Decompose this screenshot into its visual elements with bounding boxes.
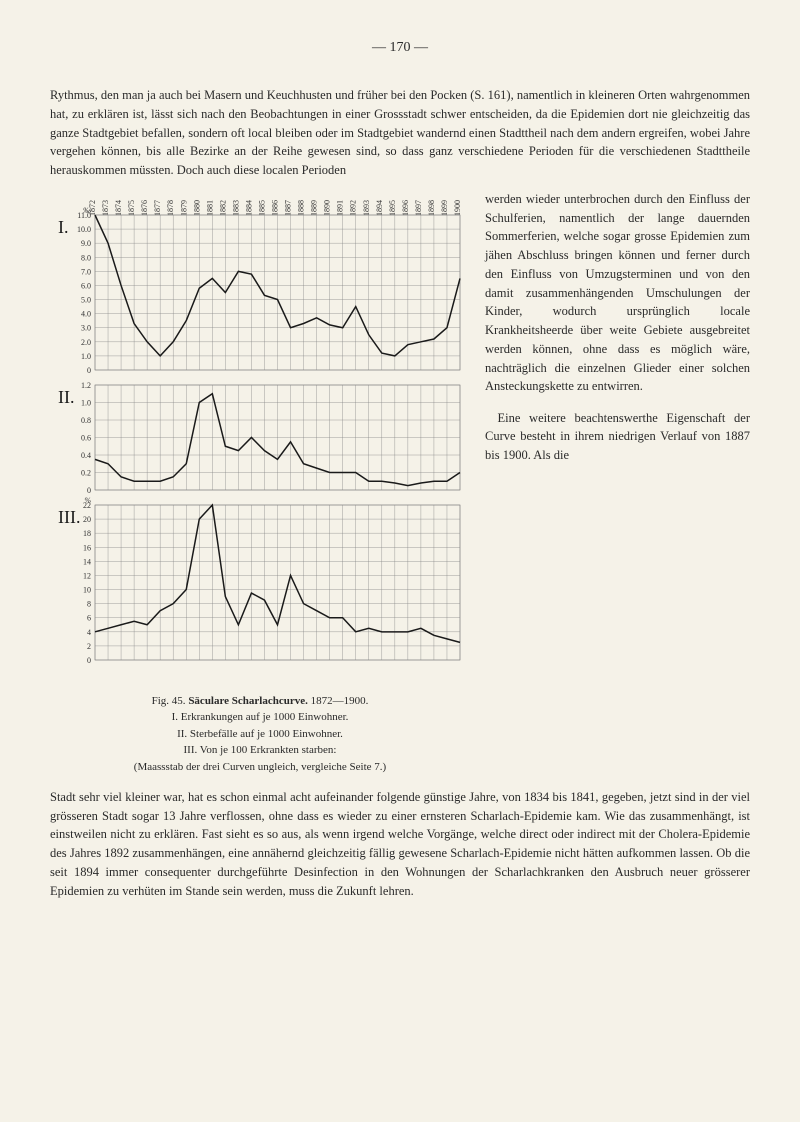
svg-text:1.2: 1.2: [81, 381, 91, 390]
svg-text:6: 6: [87, 613, 91, 622]
svg-text:1878: 1878: [166, 200, 175, 216]
svg-text:1884: 1884: [244, 200, 253, 216]
svg-text:%: %: [84, 496, 91, 505]
svg-text:9.0: 9.0: [81, 239, 91, 248]
svg-text:1875: 1875: [127, 200, 136, 216]
paragraph-top: Rythmus, den man ja auch bei Masern und …: [50, 86, 750, 180]
chart-container: 1872187318741875187618771878187918801881…: [50, 190, 470, 685]
svg-text:1891: 1891: [336, 200, 345, 216]
svg-text:12: 12: [83, 571, 91, 580]
svg-text:1873: 1873: [101, 200, 110, 216]
svg-text:1874: 1874: [114, 200, 123, 216]
fig-years: 1872—1900.: [311, 695, 369, 707]
svg-text:1880: 1880: [192, 200, 201, 216]
svg-text:2: 2: [87, 642, 91, 651]
svg-text:1892: 1892: [349, 200, 358, 216]
svg-text:1897: 1897: [414, 200, 423, 216]
caption-line1: I. Erkrankungen auf je 1000 Einwohner.: [172, 711, 349, 723]
svg-text:0.2: 0.2: [81, 468, 91, 477]
svg-text:1894: 1894: [375, 200, 384, 216]
svg-text:1898: 1898: [427, 200, 436, 216]
paragraph-bottom: Stadt sehr viel kleiner war, hat es scho…: [50, 788, 750, 901]
figure-caption: Fig. 45. Säculare Scharlachcurve. 1872—1…: [50, 693, 470, 776]
svg-text:1887: 1887: [284, 200, 293, 216]
svg-text:‰: ‰: [83, 206, 91, 215]
svg-text:8.0: 8.0: [81, 253, 91, 262]
side-paragraph-1: werden wieder unterbrochen durch den Ein…: [485, 190, 750, 396]
svg-text:1889: 1889: [310, 200, 319, 216]
scharlach-chart: 1872187318741875187618771878187918801881…: [50, 190, 470, 680]
svg-text:I.: I.: [58, 217, 69, 237]
svg-text:1.0: 1.0: [81, 398, 91, 407]
svg-text:3.0: 3.0: [81, 323, 91, 332]
svg-text:16: 16: [83, 543, 91, 552]
svg-text:1895: 1895: [388, 200, 397, 216]
fig-title: Säculare Scharlachcurve.: [188, 695, 308, 707]
svg-text:III.: III.: [58, 507, 80, 527]
svg-text:0.8: 0.8: [81, 416, 91, 425]
svg-text:0: 0: [87, 656, 91, 665]
caption-line4: (Maassstab der drei Curven ungleich, ver…: [134, 761, 386, 773]
svg-text:1883: 1883: [231, 200, 240, 216]
svg-text:1879: 1879: [179, 200, 188, 216]
svg-text:0.6: 0.6: [81, 433, 91, 442]
side-paragraph-2: Eine weitere beachtenswerthe Eigenschaft…: [485, 409, 750, 465]
svg-text:2.0: 2.0: [81, 338, 91, 347]
svg-text:1876: 1876: [140, 200, 149, 216]
svg-text:8: 8: [87, 599, 91, 608]
svg-text:4: 4: [87, 628, 91, 637]
svg-text:6.0: 6.0: [81, 281, 91, 290]
svg-text:1877: 1877: [153, 200, 162, 216]
caption-line3: III. Von je 100 Erkrankten starben:: [184, 744, 337, 756]
svg-text:1886: 1886: [271, 200, 280, 216]
svg-text:10.0: 10.0: [77, 225, 91, 234]
caption-line2: II. Sterbefälle auf je 1000 Einwohner.: [177, 728, 343, 740]
svg-text:0.4: 0.4: [81, 451, 91, 460]
svg-text:1893: 1893: [362, 200, 371, 216]
svg-text:1.0: 1.0: [81, 352, 91, 361]
svg-text:10: 10: [83, 585, 91, 594]
svg-text:18: 18: [83, 529, 91, 538]
svg-text:4.0: 4.0: [81, 309, 91, 318]
svg-text:1888: 1888: [297, 200, 306, 216]
svg-text:1900: 1900: [453, 200, 462, 216]
svg-text:20: 20: [83, 515, 91, 524]
svg-text:1885: 1885: [257, 200, 266, 216]
svg-text:14: 14: [83, 557, 91, 566]
svg-text:1899: 1899: [440, 200, 449, 216]
fig-label: Fig. 45.: [152, 695, 186, 707]
svg-text:1881: 1881: [205, 200, 214, 216]
svg-text:5.0: 5.0: [81, 295, 91, 304]
svg-text:1882: 1882: [218, 200, 227, 216]
page-number: — 170 —: [50, 40, 750, 56]
svg-text:1890: 1890: [323, 200, 332, 216]
svg-text:0: 0: [87, 366, 91, 375]
svg-text:II.: II.: [58, 387, 75, 407]
svg-text:7.0: 7.0: [81, 267, 91, 276]
svg-text:0: 0: [87, 486, 91, 495]
svg-text:1896: 1896: [401, 200, 410, 216]
